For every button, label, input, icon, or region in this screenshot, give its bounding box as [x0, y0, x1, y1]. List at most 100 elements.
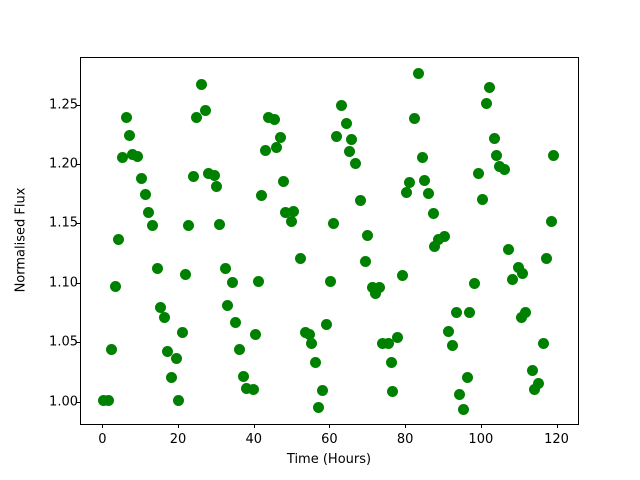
data-point [419, 174, 431, 186]
plot-area [80, 57, 579, 425]
data-point [327, 217, 339, 229]
data-point [208, 170, 220, 182]
data-point [457, 404, 469, 416]
data-point [135, 172, 147, 184]
data-point [143, 206, 155, 218]
data-point [499, 164, 511, 176]
data-point [219, 262, 231, 274]
data-point [377, 337, 389, 349]
data-point [438, 230, 450, 242]
data-point [547, 149, 559, 161]
data-point [183, 220, 194, 232]
x-tick-mark [556, 424, 558, 428]
data-point [262, 111, 274, 123]
data-point [432, 234, 444, 246]
data-point [109, 280, 121, 292]
data-point [226, 277, 238, 289]
data-point [483, 82, 495, 94]
x-tick-label: 120 [544, 432, 569, 447]
y-tick-label: 1.15 [49, 215, 78, 231]
data-point [454, 388, 466, 400]
data-point [422, 187, 434, 199]
data-point [343, 146, 355, 158]
data-point [238, 370, 250, 382]
y-axis-label: Normalised Flux [13, 187, 29, 293]
data-point [361, 229, 373, 241]
data-point [240, 382, 252, 394]
data-point [408, 113, 420, 125]
data-point [316, 385, 328, 397]
x-tick-label: 60 [321, 432, 338, 447]
data-point [103, 394, 115, 406]
data-point [159, 311, 171, 323]
data-point [545, 216, 557, 228]
y-tick-mark [76, 401, 80, 403]
data-point [359, 255, 371, 267]
data-point [139, 189, 151, 201]
x-tick-label: 100 [468, 432, 494, 447]
data-point [313, 401, 325, 413]
data-point [303, 329, 315, 341]
data-point [529, 384, 541, 396]
data-point [162, 346, 174, 357]
y-tick-label: 1.20 [49, 156, 78, 172]
y-tick-mark [76, 282, 80, 284]
data-point [446, 340, 458, 352]
data-point [180, 268, 192, 280]
data-point [428, 241, 440, 253]
data-point [366, 281, 378, 293]
data-point [349, 158, 361, 170]
data-point [274, 132, 286, 144]
data-point [541, 253, 553, 265]
data-point [473, 167, 485, 179]
data-point [203, 167, 215, 179]
data-point [247, 384, 259, 396]
data-point [391, 331, 403, 343]
data-point [147, 220, 159, 232]
y-tick-label: 1.00 [49, 394, 78, 410]
y-tick-label: 1.10 [49, 275, 78, 291]
data-point [116, 152, 128, 164]
data-point [285, 216, 297, 228]
data-point [387, 386, 399, 398]
data-point [151, 262, 163, 274]
data-point [214, 218, 226, 230]
data-point [519, 306, 531, 318]
data-point [502, 243, 514, 255]
data-point [191, 111, 203, 123]
data-point [195, 78, 207, 90]
x-tick-label: 0 [98, 432, 107, 447]
data-point [288, 205, 300, 217]
data-point [176, 327, 188, 338]
data-point [397, 269, 409, 281]
data-point [335, 100, 347, 112]
data-point [271, 141, 283, 153]
data-point [268, 114, 280, 126]
data-point [200, 104, 212, 116]
data-point [309, 356, 321, 368]
data-point [120, 111, 132, 123]
data-point [450, 306, 462, 318]
data-point [187, 171, 199, 183]
data-point [253, 275, 265, 287]
data-point [321, 318, 333, 330]
data-point [537, 337, 549, 349]
y-tick-mark [76, 163, 80, 165]
x-tick-mark [329, 424, 331, 428]
data-point [166, 372, 178, 384]
data-point [211, 180, 223, 192]
data-point [412, 67, 424, 79]
data-point [325, 275, 337, 287]
data-point [416, 152, 428, 164]
data-point [488, 133, 500, 145]
data-point [229, 317, 241, 329]
data-point [517, 267, 529, 279]
data-point [513, 261, 525, 273]
data-point [491, 149, 503, 161]
y-tick-mark [76, 223, 80, 225]
data-point [259, 145, 271, 157]
data-point [222, 299, 234, 311]
x-tick-mark [178, 424, 180, 428]
data-point [464, 306, 476, 318]
data-point [154, 302, 166, 314]
